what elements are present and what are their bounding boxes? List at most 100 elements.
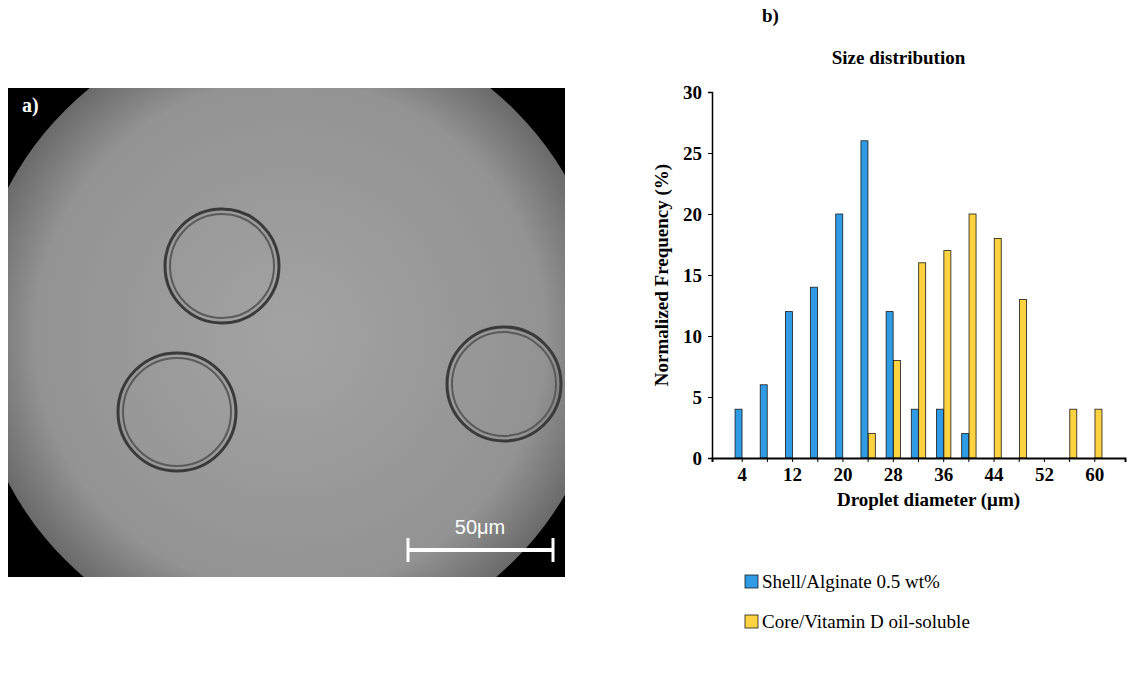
x-tick: 60 bbox=[1085, 458, 1104, 485]
y-tick-label: 10 bbox=[683, 326, 702, 347]
x-tick-mark bbox=[968, 458, 969, 462]
bar bbox=[919, 263, 926, 458]
capsule bbox=[165, 209, 279, 323]
bar bbox=[886, 312, 893, 458]
bar bbox=[969, 214, 976, 458]
x-tick-label: 60 bbox=[1085, 464, 1104, 485]
bar bbox=[760, 385, 767, 458]
y-axis: 0 5 10 15 20 25 30 bbox=[683, 82, 713, 469]
x-tick-mark bbox=[1019, 458, 1020, 462]
x-tick bbox=[817, 458, 818, 462]
y-axis-title: Normalized Frequency (%) bbox=[651, 164, 673, 386]
x-tick-mark bbox=[817, 458, 818, 462]
scale-bar-end bbox=[552, 538, 555, 562]
legend-swatch bbox=[745, 575, 758, 588]
x-tick-mark bbox=[842, 458, 843, 462]
x-tick-mark bbox=[792, 458, 793, 462]
x-tick: 4 bbox=[737, 458, 747, 485]
bar bbox=[994, 238, 1001, 458]
y-tick-label: 25 bbox=[683, 143, 702, 164]
panel-label: a) bbox=[22, 94, 39, 117]
y-tick: 0 bbox=[693, 448, 713, 469]
x-tick-label: 36 bbox=[934, 464, 953, 485]
capsule-inner bbox=[452, 332, 556, 436]
y-axis-line bbox=[708, 93, 713, 459]
x-tick-label: 12 bbox=[783, 464, 802, 485]
bar bbox=[735, 409, 742, 458]
x-tick-label: 52 bbox=[1035, 464, 1054, 485]
bar bbox=[811, 287, 818, 458]
y-tick: 10 bbox=[683, 326, 712, 347]
x-axis-line bbox=[713, 459, 1126, 463]
x-tick-mark bbox=[742, 458, 743, 462]
capsule-inner bbox=[170, 214, 274, 318]
panel-label: b) bbox=[762, 5, 779, 27]
legend: Shell/Alginate 0.5 wt%Core/Vitamin D oil… bbox=[745, 571, 970, 632]
bars bbox=[735, 141, 1102, 458]
x-tick-mark bbox=[893, 458, 894, 462]
bar bbox=[936, 409, 943, 458]
x-tick bbox=[1069, 458, 1070, 462]
y-tick-mark bbox=[708, 214, 712, 215]
bar bbox=[1070, 409, 1077, 458]
y-tick-label: 0 bbox=[693, 448, 703, 469]
y-tick-mark bbox=[708, 397, 712, 398]
y-tick: 15 bbox=[683, 265, 712, 286]
y-tick-label: 20 bbox=[683, 204, 702, 225]
x-axis: 4 12 20 28 36 44 52 60 bbox=[713, 458, 1126, 485]
chart-title: Size distribution bbox=[832, 47, 966, 68]
micrograph: a) 50μm bbox=[0, 17, 608, 653]
x-tick: 44 bbox=[985, 458, 1005, 485]
y-tick: 5 bbox=[693, 387, 713, 408]
bar bbox=[944, 251, 951, 458]
scale-bar bbox=[408, 548, 553, 552]
x-tick-mark bbox=[1044, 458, 1045, 462]
x-tick: 28 bbox=[884, 458, 903, 485]
x-tick bbox=[868, 458, 869, 462]
bar bbox=[868, 434, 875, 458]
legend-label: Core/Vitamin D oil-soluble bbox=[762, 611, 970, 632]
bar bbox=[911, 409, 918, 458]
x-tick-mark bbox=[767, 458, 768, 462]
y-tick: 25 bbox=[683, 143, 712, 164]
x-tick-mark bbox=[1094, 458, 1095, 462]
capsule bbox=[447, 327, 561, 441]
x-tick bbox=[968, 458, 969, 462]
y-tick-label: 5 bbox=[693, 387, 703, 408]
x-tick bbox=[918, 458, 919, 462]
x-tick: 12 bbox=[783, 458, 802, 485]
bar bbox=[1095, 409, 1102, 458]
scale-bar-label: 50μm bbox=[455, 516, 505, 538]
y-tick-label: 15 bbox=[683, 265, 702, 286]
bar bbox=[836, 214, 843, 458]
x-tick-label: 28 bbox=[884, 464, 903, 485]
y-tick-mark bbox=[708, 336, 712, 337]
x-tick bbox=[1019, 458, 1020, 462]
y-tick: 30 bbox=[683, 82, 712, 103]
x-tick-mark bbox=[918, 458, 919, 462]
y-tick-label: 30 bbox=[683, 82, 702, 103]
x-tick-mark bbox=[994, 458, 995, 462]
bar bbox=[1019, 299, 1026, 458]
x-tick-label: 20 bbox=[833, 464, 852, 485]
y-tick-mark bbox=[708, 458, 712, 459]
bar bbox=[785, 312, 792, 458]
capsule-inner bbox=[123, 358, 231, 466]
x-tick-label: 44 bbox=[985, 464, 1005, 485]
x-tick-label: 4 bbox=[737, 464, 747, 485]
scale-bar-end bbox=[407, 538, 410, 562]
y-tick-mark bbox=[708, 275, 712, 276]
x-tick: 36 bbox=[934, 458, 953, 485]
x-tick-mark bbox=[943, 458, 944, 462]
series bbox=[735, 141, 969, 458]
y-tick-mark bbox=[708, 153, 712, 154]
bar bbox=[861, 141, 868, 458]
field-of-view bbox=[8, 88, 565, 577]
x-tick: 52 bbox=[1035, 458, 1054, 485]
series bbox=[868, 214, 1102, 458]
figure: a) 50μm b) Size distribution 0 5 10 15 20 25 30 4 12… bbox=[0, 0, 1143, 681]
legend-swatch bbox=[745, 615, 758, 628]
capsule bbox=[118, 353, 236, 471]
y-tick: 20 bbox=[683, 204, 712, 225]
x-tick-mark bbox=[1069, 458, 1070, 462]
